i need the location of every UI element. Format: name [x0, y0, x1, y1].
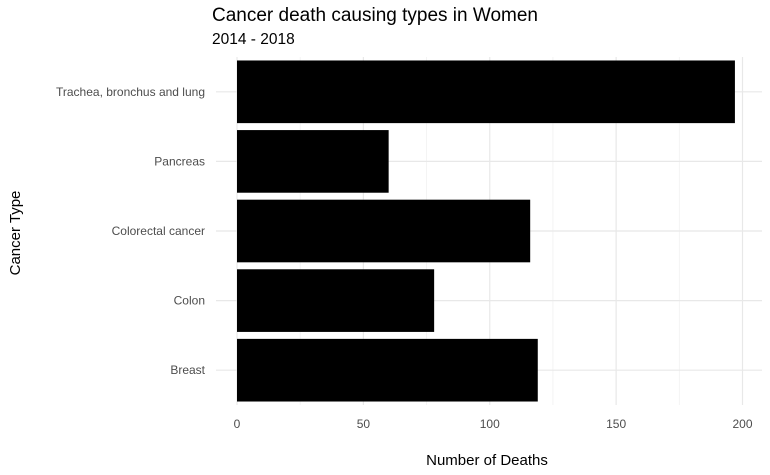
y-tick-label: Colon	[174, 294, 205, 308]
x-tick-label: 100	[480, 417, 500, 431]
bar	[237, 60, 735, 124]
y-tick-label: Trachea, bronchus and lung	[56, 85, 205, 99]
bar	[237, 199, 531, 263]
chart-subtitle: 2014 - 2018	[212, 31, 295, 48]
y-tick-labels: Trachea, bronchus and lung Pancreas Colore…	[56, 85, 206, 377]
x-axis-title: Number of Deaths	[426, 452, 548, 469]
bar	[237, 130, 389, 193]
y-tick-label: Breast	[170, 363, 205, 377]
y-tick-label: Colorectal cancer	[112, 224, 205, 238]
x-tick-label: 150	[606, 417, 626, 431]
x-tick-label: 50	[357, 417, 371, 431]
y-tick-label: Pancreas	[154, 154, 205, 168]
y-axis-title: Cancer Type	[7, 191, 24, 276]
chart-title: Cancer death causing types in Women	[212, 5, 538, 26]
x-tick-label: 0	[234, 417, 241, 431]
bars	[237, 60, 735, 402]
x-tick-labels: 0 50 100 150 200	[234, 417, 753, 431]
bar	[237, 338, 538, 402]
bar	[237, 269, 435, 332]
x-tick-label: 200	[732, 417, 752, 431]
